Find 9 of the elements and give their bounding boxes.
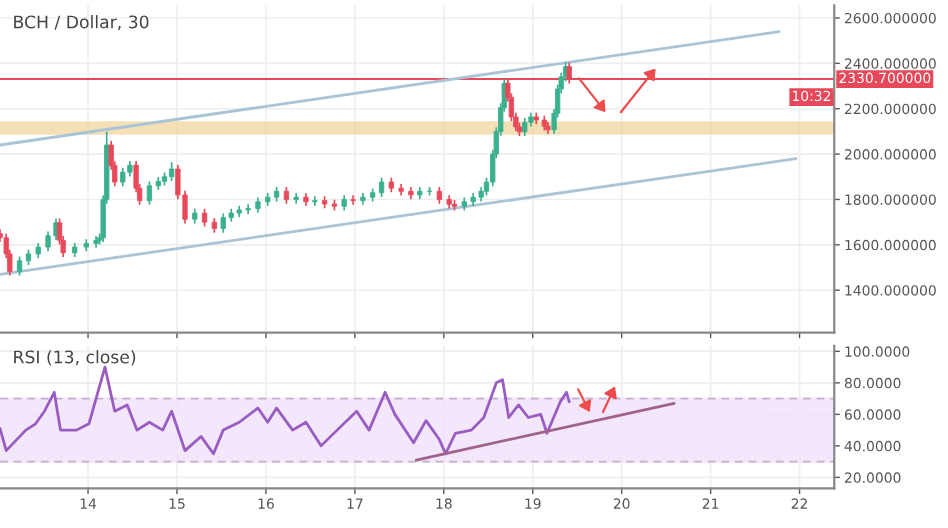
line-series xyxy=(0,365,571,456)
candlestick xyxy=(360,192,366,205)
candlestick xyxy=(350,195,356,205)
chart-title: RSI (13, close) xyxy=(14,350,136,366)
candlestick xyxy=(312,196,318,206)
candlestick xyxy=(146,181,153,205)
text: BCH / Dollar, 30 xyxy=(14,15,149,31)
candlestick xyxy=(545,121,551,135)
candlestick xyxy=(293,192,299,204)
